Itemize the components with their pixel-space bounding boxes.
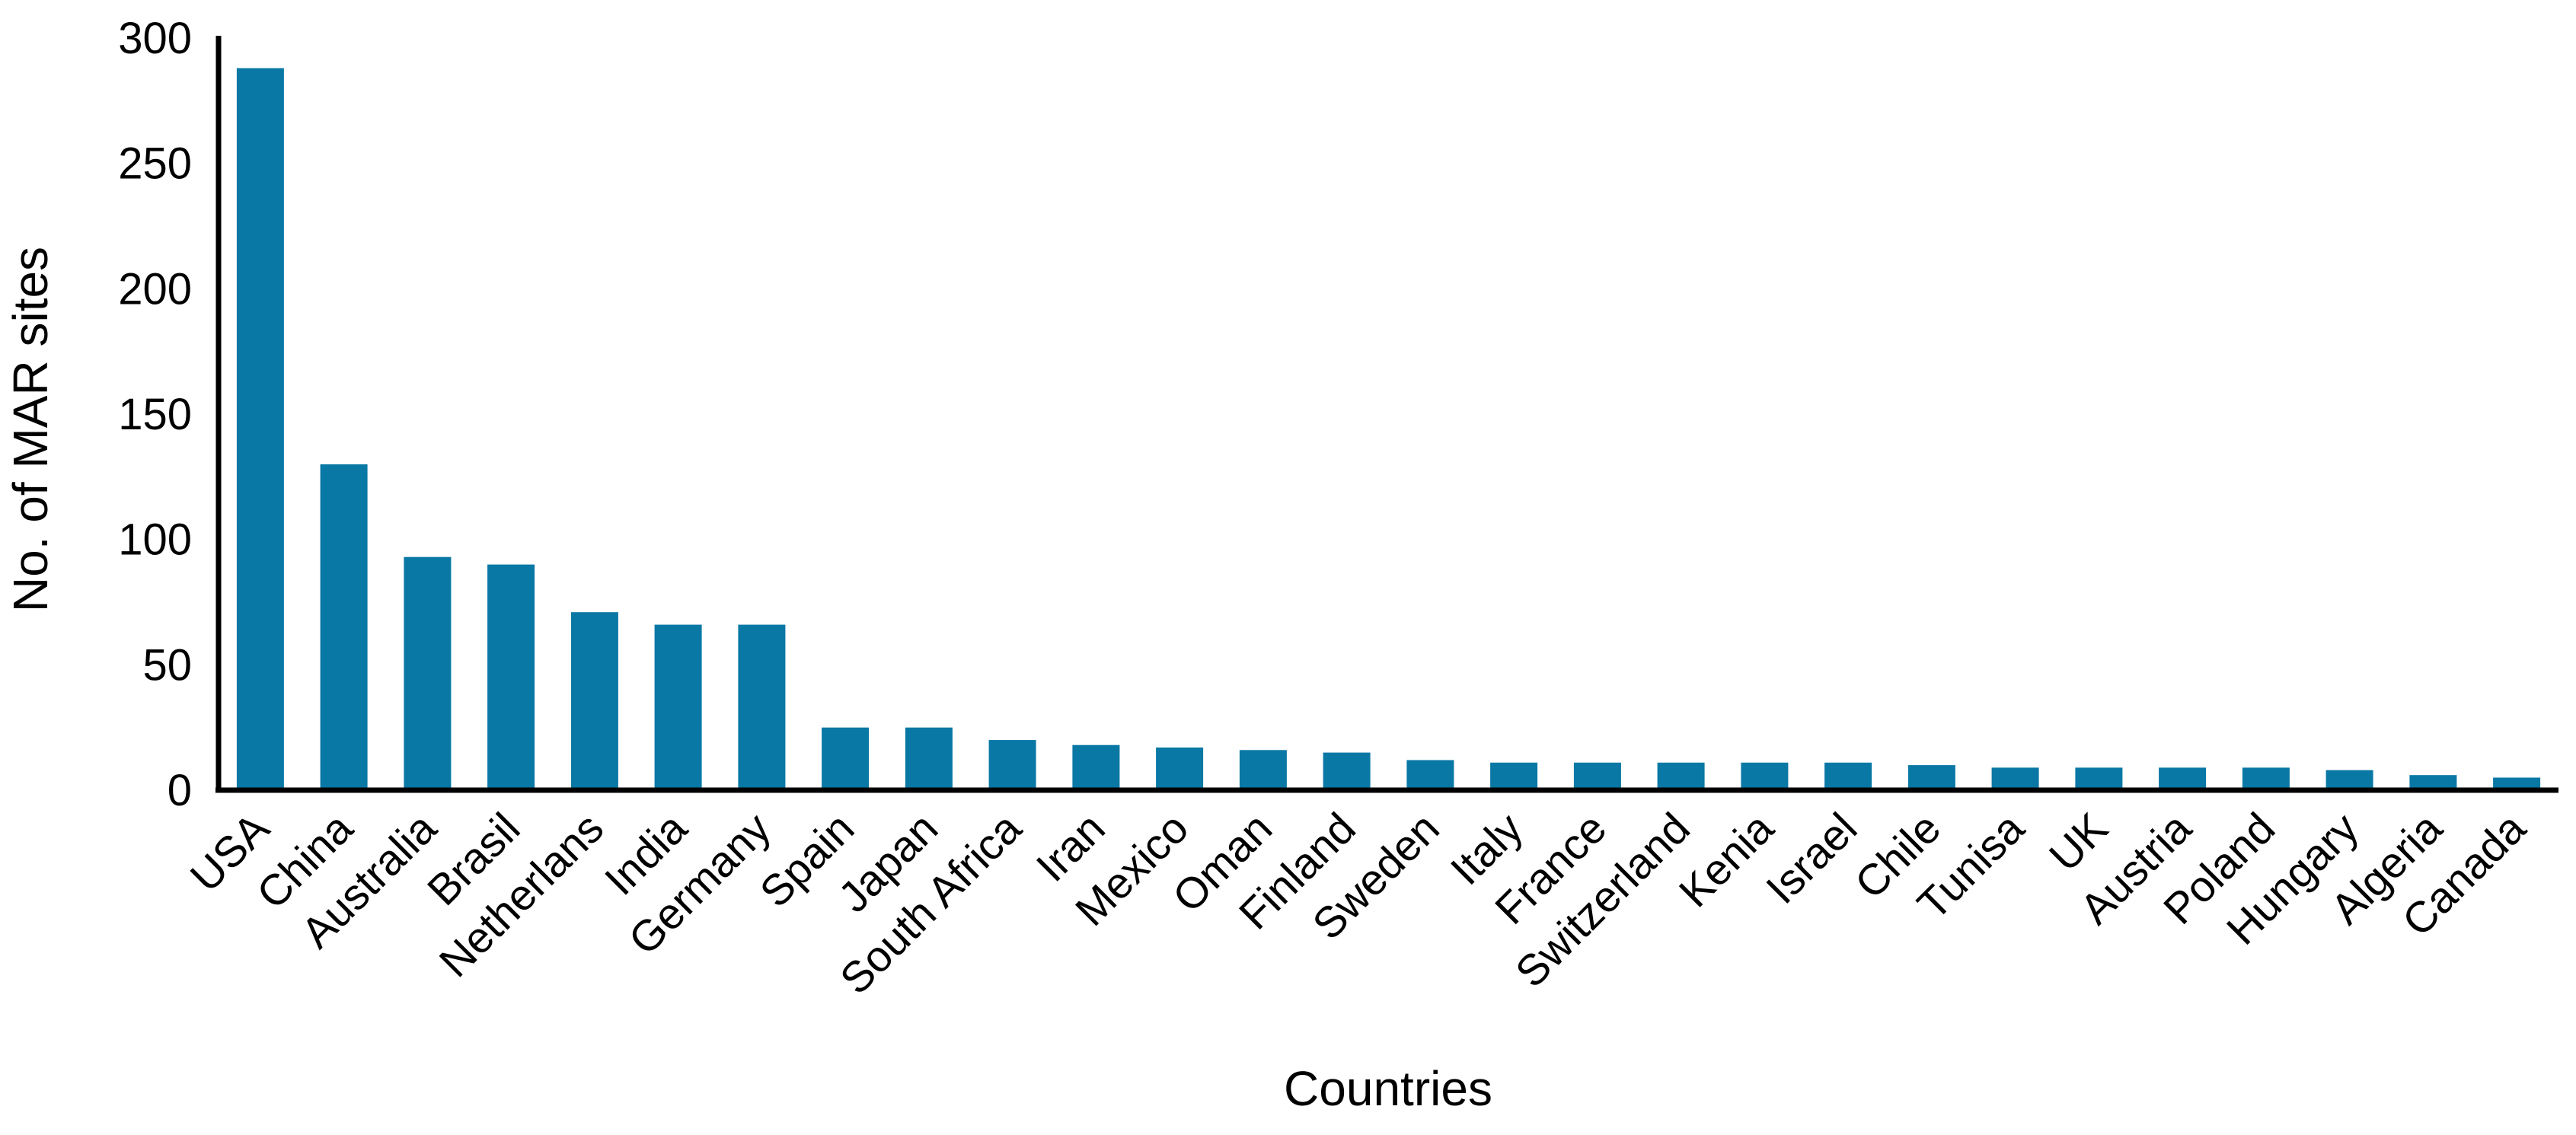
bar-poland bbox=[2242, 767, 2290, 790]
y-tick-label-150: 150 bbox=[118, 390, 192, 439]
x-axis-title: Countries bbox=[1284, 1061, 1492, 1116]
bars-group bbox=[236, 68, 2541, 790]
bar-tunisa bbox=[1991, 767, 2039, 790]
bar-austria bbox=[2159, 767, 2207, 790]
bar-brasil bbox=[487, 564, 535, 790]
y-tick-label-300: 300 bbox=[118, 14, 192, 63]
bar-uk bbox=[2075, 767, 2123, 790]
bar-iran bbox=[1072, 744, 1120, 790]
y-tick-label-50: 50 bbox=[142, 640, 192, 690]
x-tick-label-israel: Israel bbox=[1757, 804, 1866, 913]
bar-chile bbox=[1907, 765, 1955, 790]
bar-usa bbox=[236, 68, 284, 790]
y-tick-label-200: 200 bbox=[118, 264, 192, 314]
bar-kenia bbox=[1741, 762, 1789, 790]
x-axis-category-labels: USAChinaAustraliaBrasilNetherlansIndiaGe… bbox=[181, 804, 2536, 1004]
bar-canada bbox=[2493, 777, 2541, 790]
bar-australia bbox=[404, 556, 452, 790]
bar-netherlans bbox=[570, 612, 618, 790]
bar-finland bbox=[1323, 752, 1371, 790]
bar-india bbox=[654, 624, 702, 790]
y-axis-tick-labels: 0 50 100 150 200 250 300 bbox=[118, 14, 192, 815]
bar-italy bbox=[1490, 762, 1538, 790]
bar-israel bbox=[1824, 762, 1872, 790]
bar-sweden bbox=[1406, 760, 1454, 790]
bar-south-africa bbox=[988, 740, 1036, 790]
axis-lines bbox=[215, 36, 2558, 793]
y-tick-label-0: 0 bbox=[168, 766, 192, 815]
bar-china bbox=[320, 464, 368, 790]
y-axis-title: No. of MAR sites bbox=[3, 247, 58, 612]
y-tick-label-100: 100 bbox=[118, 515, 192, 565]
bar-mexico bbox=[1156, 748, 1204, 790]
bar-france bbox=[1573, 762, 1621, 790]
bar-switzerland bbox=[1657, 762, 1705, 790]
bar-spain bbox=[822, 727, 870, 790]
bar-germany bbox=[738, 624, 786, 790]
bar-hungary bbox=[2325, 770, 2373, 790]
y-tick-label-250: 250 bbox=[118, 139, 192, 189]
bar-algeria bbox=[2409, 775, 2457, 790]
x-tick-label-kenia: Kenia bbox=[1670, 804, 1783, 917]
bar-oman bbox=[1239, 750, 1287, 790]
bar-japan bbox=[905, 727, 953, 790]
